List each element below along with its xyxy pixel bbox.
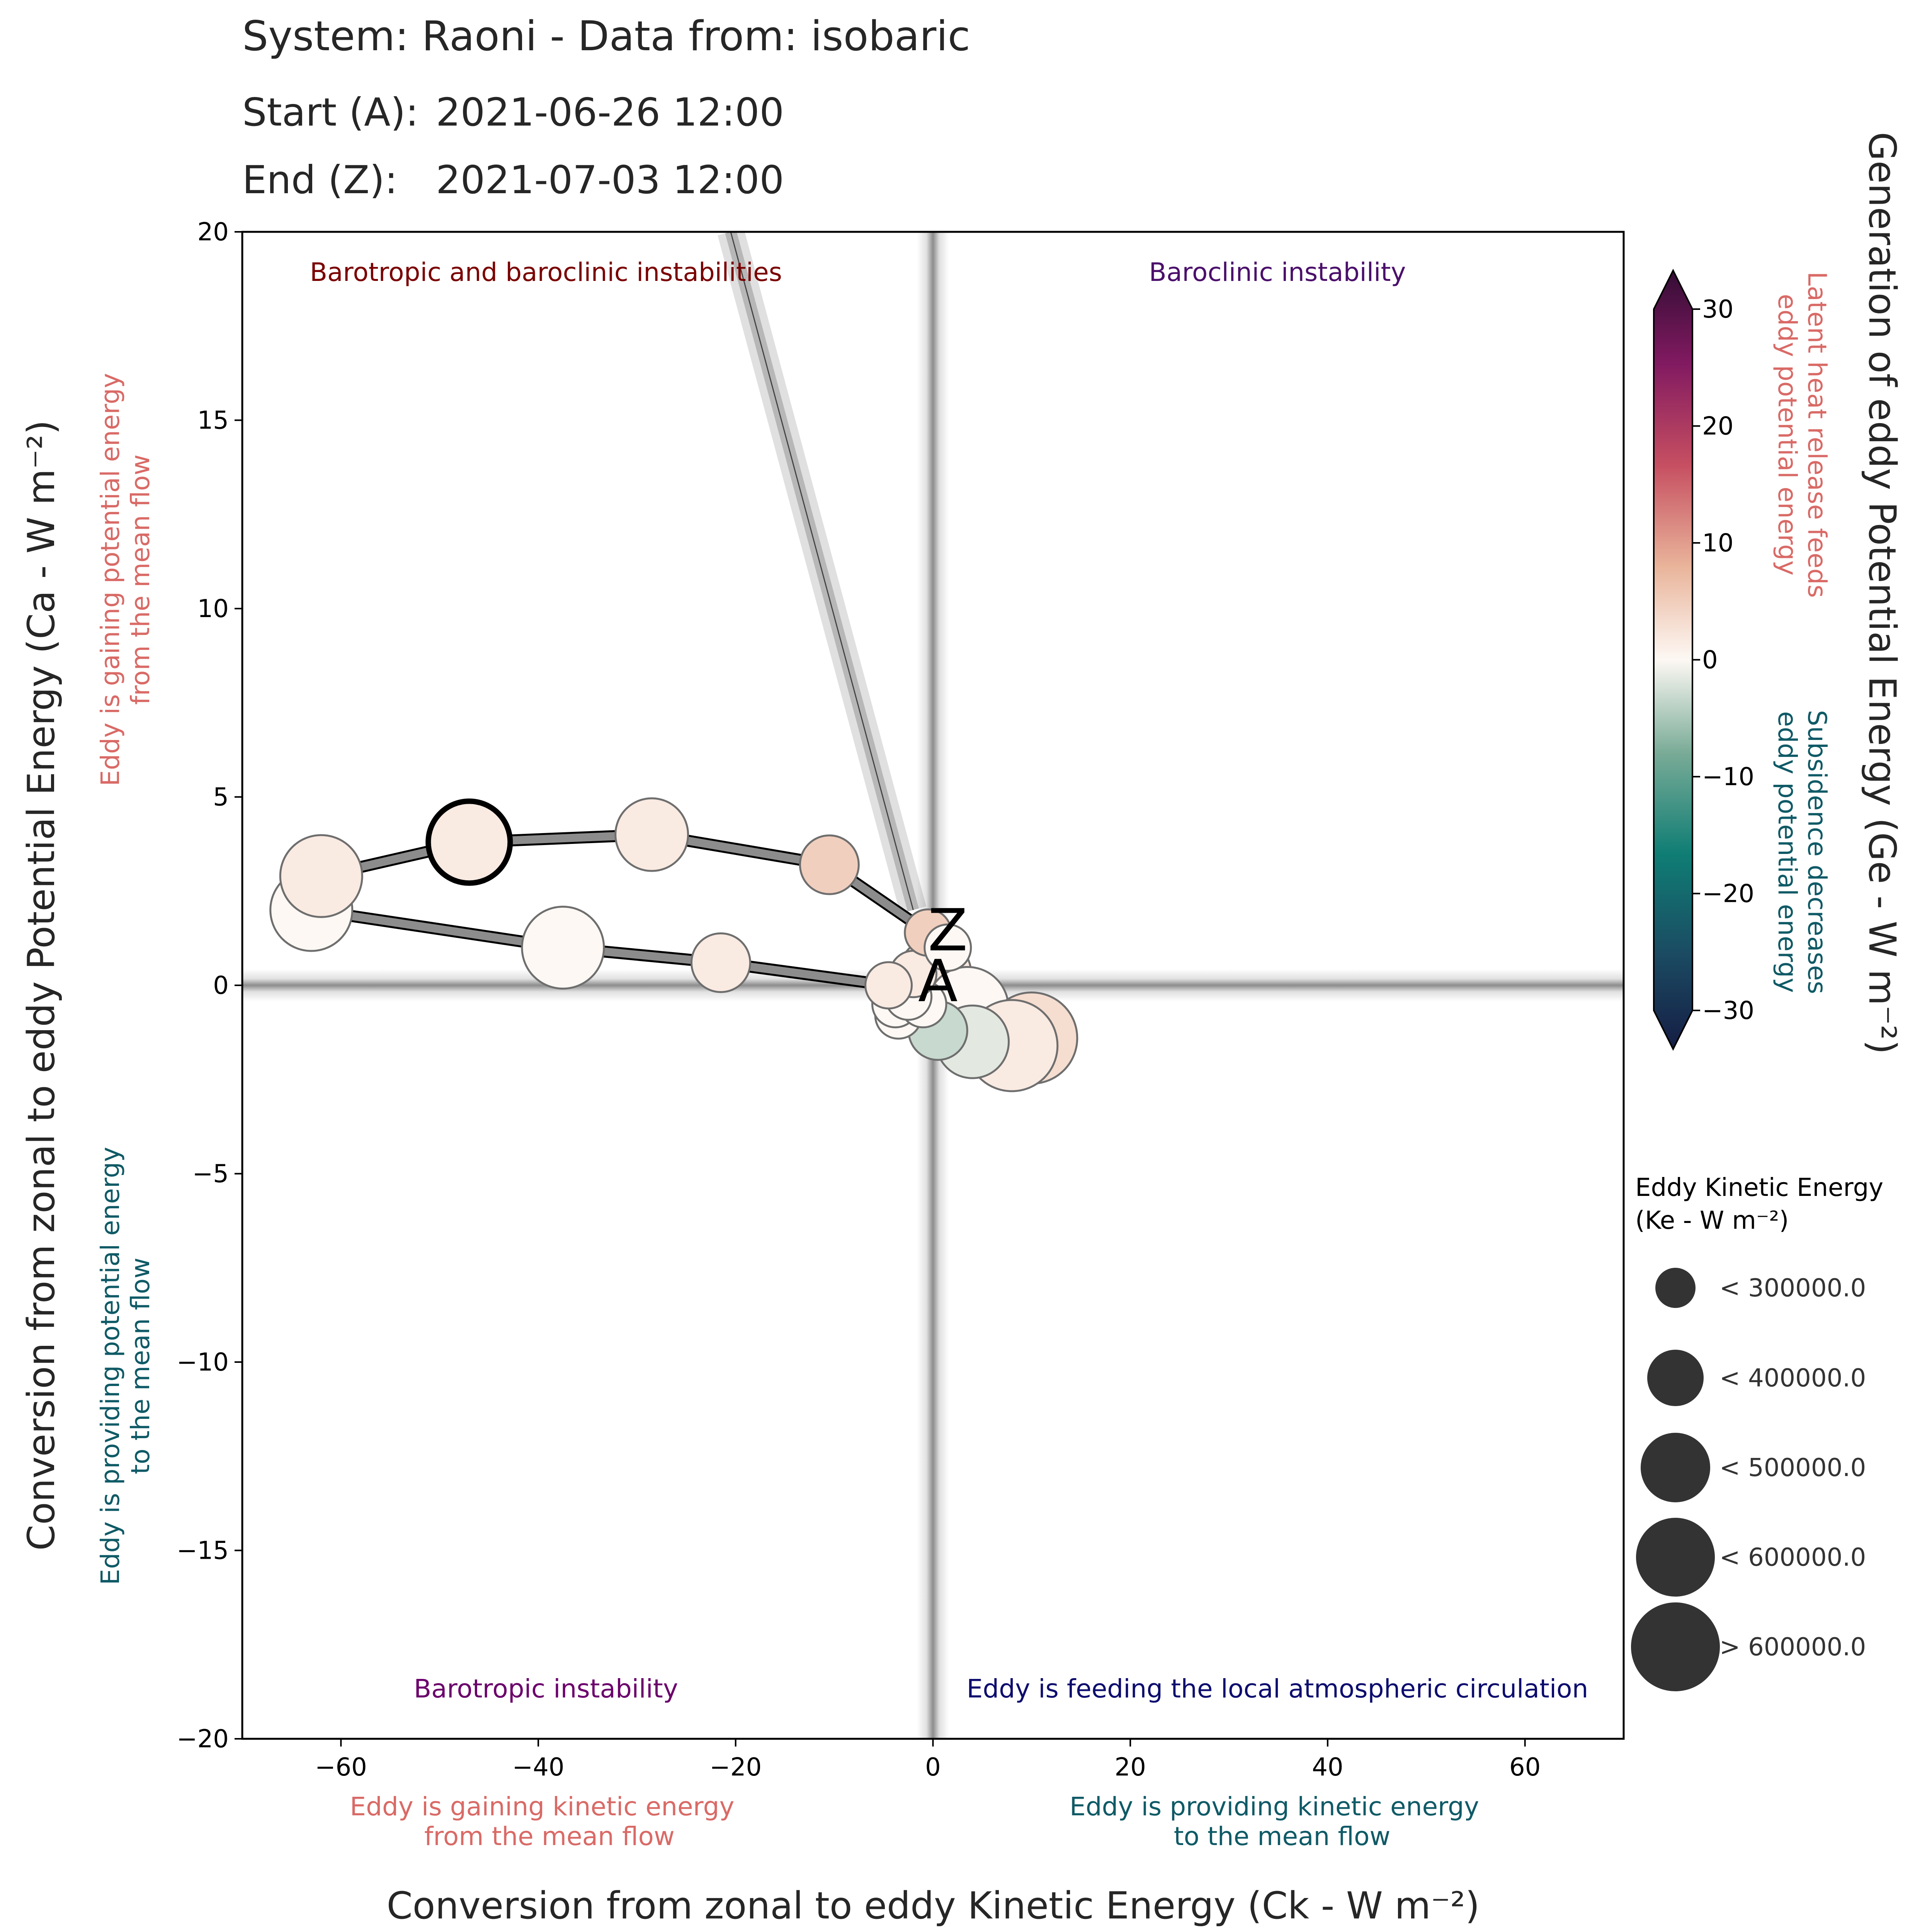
x-tick-label: 40 bbox=[1312, 1753, 1343, 1782]
x-tick-label: 0 bbox=[925, 1753, 941, 1782]
y-axis-label: Conversion from zonal to eddy Potential … bbox=[20, 420, 63, 1551]
y-tick-label: 20 bbox=[197, 218, 229, 247]
end-label: End (Z): bbox=[242, 157, 398, 202]
x-tick-label: 20 bbox=[1114, 1753, 1146, 1782]
colorbar: −30 −20 −10 0 10 20 30 bbox=[1653, 269, 1754, 1051]
x-positive-note-line2: to the mean flow bbox=[1174, 1821, 1391, 1851]
quadrant-label-bottom-right: Eddy is feeding the local atmospheric ci… bbox=[967, 1674, 1588, 1704]
trajectory-point-12 bbox=[690, 932, 751, 993]
trajectory-point-16 bbox=[425, 798, 513, 886]
start-marker-A: A bbox=[918, 948, 958, 1015]
y-tick-label: 0 bbox=[213, 971, 229, 1000]
trajectory-point-15 bbox=[279, 834, 363, 918]
colorbar-positive-note-line1: Latent heat release feeds bbox=[1802, 272, 1832, 598]
legend-items: < 300000.0 < 400000.0 < 500000.0 < 600000.0… bbox=[1631, 1268, 1866, 1691]
trajectory-point-11 bbox=[864, 961, 913, 1010]
trajectory-point-20 bbox=[923, 923, 972, 972]
y-axis-ticks: −20 −15 −10 −5 0 5 10 15 20 bbox=[177, 218, 242, 1753]
y-tick-label: −20 bbox=[177, 1725, 229, 1753]
x-axis-label: Conversion from zonal to eddy Kinetic En… bbox=[387, 1884, 1480, 1927]
legend-bubble-3 bbox=[1636, 1518, 1715, 1597]
colorbar-tick-label: 0 bbox=[1702, 646, 1718, 675]
colorbar-bar bbox=[1653, 269, 1693, 1051]
legend-label-4: > 600000.0 bbox=[1719, 1633, 1866, 1662]
x-negative-note-line1: Eddy is gaining kinetic energy bbox=[350, 1792, 734, 1821]
colorbar-tick-label: −20 bbox=[1702, 880, 1754, 908]
y-tick-label: −10 bbox=[177, 1348, 229, 1377]
quadrant-label-bottom-left: Barotropic instability bbox=[414, 1674, 678, 1704]
legend-title-line2: (Ke - W m⁻²) bbox=[1635, 1206, 1789, 1235]
colorbar-tick-label: 20 bbox=[1702, 412, 1733, 441]
legend-bubble-4 bbox=[1631, 1602, 1720, 1691]
legend-bubble-1 bbox=[1647, 1350, 1704, 1406]
legend-title-line1: Eddy Kinetic Energy bbox=[1635, 1173, 1883, 1202]
size-legend: Eddy Kinetic Energy (Ke - W m⁻²) < 30000… bbox=[1631, 1173, 1883, 1691]
y-positive-note-line2: from the mean flow bbox=[126, 454, 155, 705]
x-tick-label: −40 bbox=[512, 1753, 565, 1782]
colorbar-label: Generation of eddy Potential Energy (Ge … bbox=[1861, 132, 1904, 1054]
legend-label-3: < 600000.0 bbox=[1719, 1543, 1866, 1572]
colorbar-negative-note-line1: Subsidence decreases bbox=[1802, 710, 1832, 994]
legend-label-0: < 300000.0 bbox=[1719, 1274, 1866, 1303]
y-tick-label: 5 bbox=[213, 783, 229, 812]
colorbar-positive-note-line2: eddy potential energy bbox=[1772, 294, 1802, 576]
colorbar-ticks: −30 −20 −10 0 10 20 30 bbox=[1692, 295, 1754, 1025]
x-negative-note-line2: from the mean flow bbox=[424, 1821, 675, 1851]
endpoint-markers: AZ bbox=[918, 897, 968, 1015]
trajectory-point-17 bbox=[614, 797, 689, 872]
trajectory-point-13 bbox=[521, 906, 605, 990]
y-negative-note-line2: to the mean flow bbox=[126, 1258, 155, 1475]
colorbar-tick-label: 10 bbox=[1702, 529, 1733, 558]
colorbar-negative-note-line2: eddy potential energy bbox=[1772, 711, 1802, 993]
trajectory-point-18 bbox=[799, 834, 860, 895]
legend-label-2: < 500000.0 bbox=[1719, 1454, 1866, 1482]
y-negative-note-line1: Eddy is providing potential energy bbox=[95, 1147, 125, 1585]
x-tick-label: −60 bbox=[315, 1753, 367, 1782]
legend-bubble-0 bbox=[1655, 1268, 1696, 1308]
y-tick-label: −15 bbox=[177, 1537, 229, 1565]
y-tick-label: −5 bbox=[192, 1160, 229, 1189]
y-tick-label: 15 bbox=[197, 406, 229, 435]
colorbar-tick-label: −10 bbox=[1702, 763, 1754, 791]
quadrant-label-top-left: Barotropic and baroclinic instabilities bbox=[310, 257, 782, 287]
start-value: 2021-06-26 12:00 bbox=[436, 90, 784, 135]
end-value: 2021-07-03 12:00 bbox=[436, 157, 784, 202]
legend-bubble-2 bbox=[1641, 1433, 1710, 1502]
quadrant-label-top-right: Baroclinic instability bbox=[1149, 257, 1406, 287]
x-axis-ticks: −60 −40 −20 0 20 40 60 bbox=[315, 1739, 1541, 1782]
trend-line bbox=[718, 232, 927, 914]
start-label: Start (A): bbox=[242, 90, 418, 135]
plot-area: AZ bbox=[242, 232, 1624, 1739]
trend-center-line bbox=[730, 232, 914, 910]
end-marker-Z: Z bbox=[928, 897, 968, 964]
y-tick-label: 10 bbox=[197, 595, 229, 623]
x-positive-note-line1: Eddy is providing kinetic energy bbox=[1070, 1792, 1479, 1821]
x-tick-label: −20 bbox=[709, 1753, 762, 1782]
colorbar-tick-label: −30 bbox=[1702, 997, 1754, 1025]
y-positive-note-line1: Eddy is gaining potential energy bbox=[95, 373, 125, 786]
colorbar-tick-label: 30 bbox=[1702, 295, 1733, 324]
trajectory-points bbox=[269, 797, 1078, 1092]
chart-title: System: Raoni - Data from: isobaric bbox=[242, 12, 970, 60]
x-tick-label: 60 bbox=[1509, 1753, 1541, 1782]
legend-label-1: < 400000.0 bbox=[1719, 1364, 1866, 1393]
